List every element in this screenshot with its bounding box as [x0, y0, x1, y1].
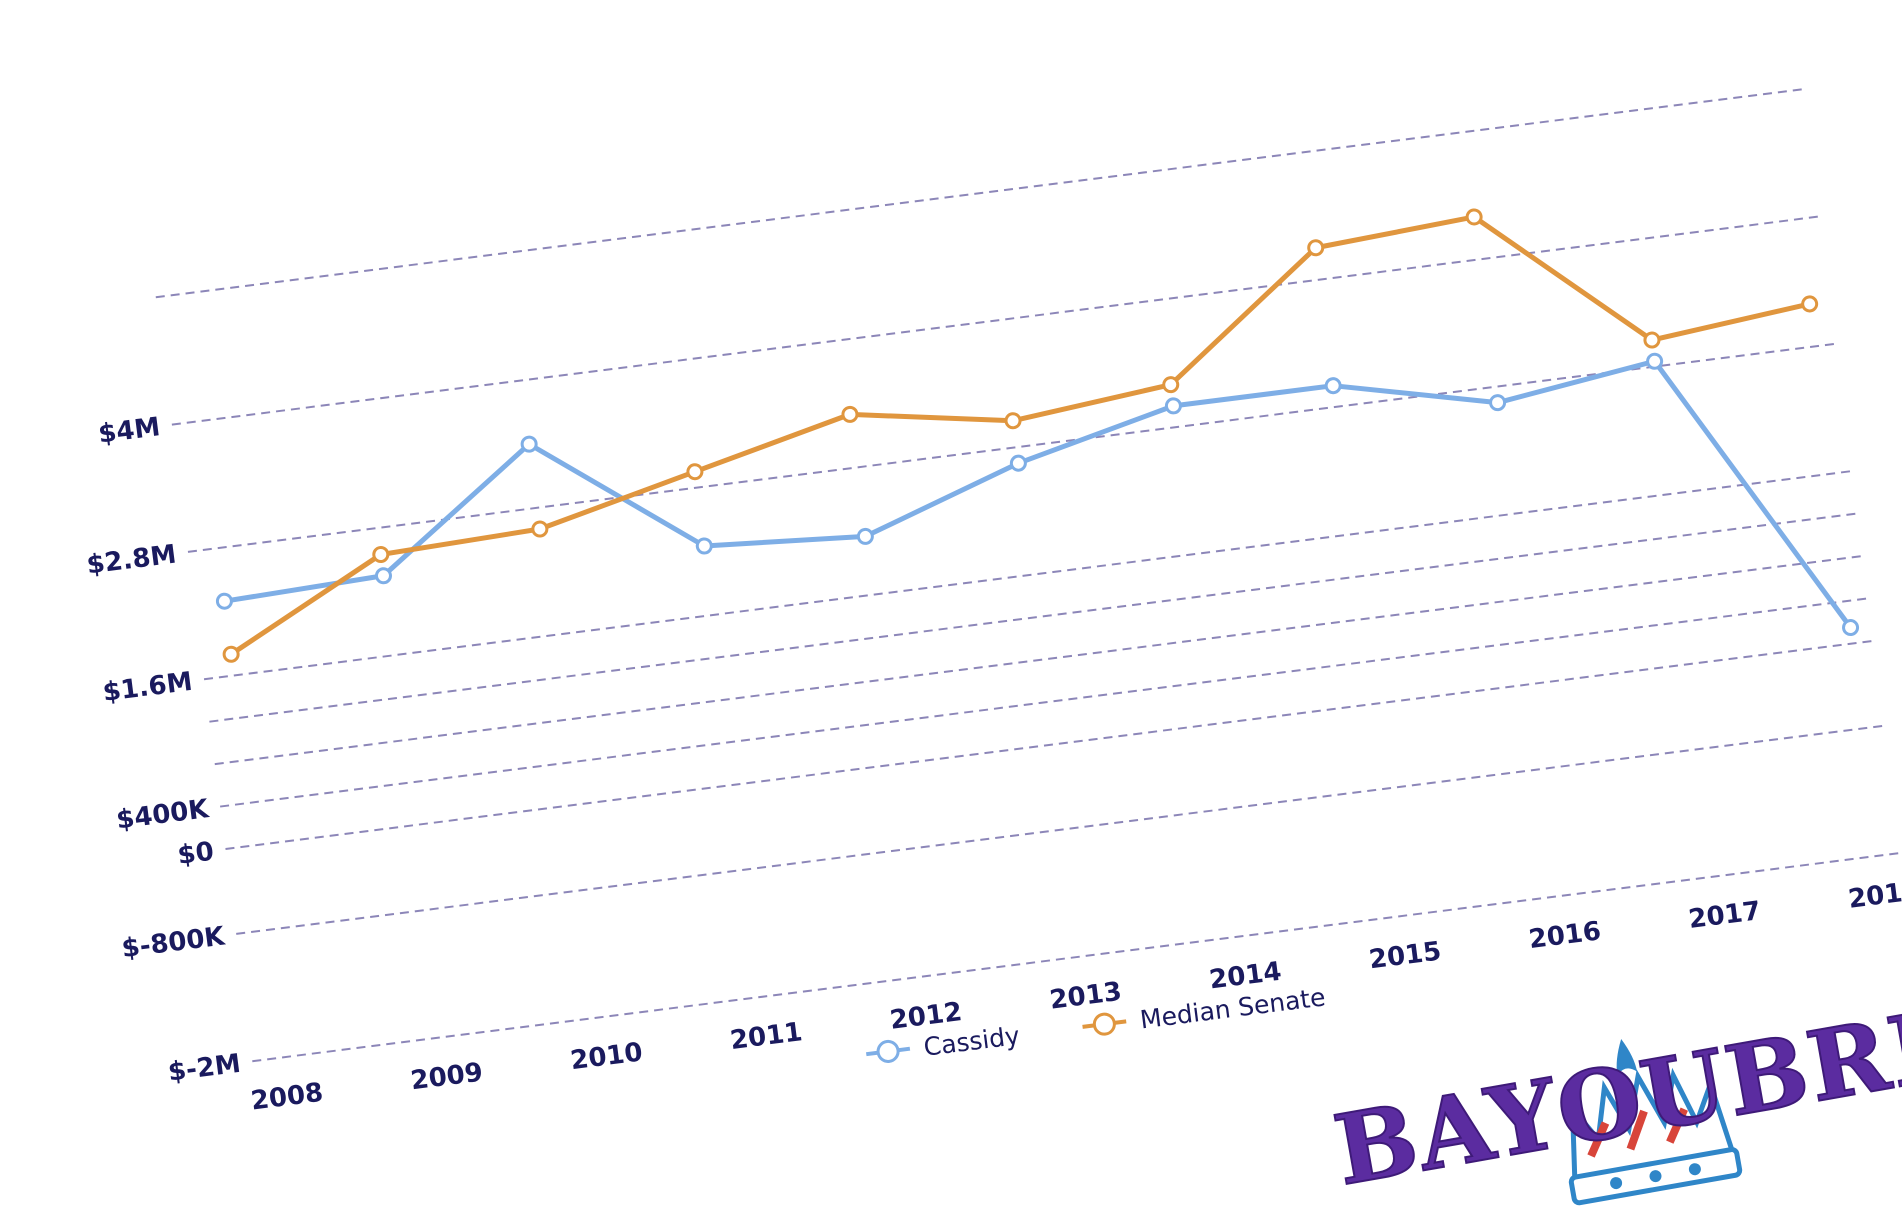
x-tick-label: 2018 — [1847, 876, 1902, 915]
data-point-median-senate[interactable] — [1465, 208, 1483, 226]
x-tick-label: 2013 — [1048, 977, 1124, 1016]
gridlines — [155, 88, 1900, 1063]
y-tick-label: $-800K — [120, 921, 227, 964]
data-point-median-senate[interactable] — [1162, 376, 1180, 394]
x-tick-label: 2010 — [569, 1037, 645, 1076]
y-tick-label: $1.6M — [101, 667, 194, 708]
data-point-cassidy[interactable] — [1164, 397, 1182, 415]
gridline — [203, 470, 1852, 681]
series-points — [215, 208, 1860, 663]
gridline — [171, 215, 1819, 426]
data-point-cassidy[interactable] — [1489, 394, 1507, 412]
data-point-median-senate[interactable] — [372, 546, 390, 564]
data-point-median-senate[interactable] — [531, 520, 549, 538]
x-axis-ticks: 2008200920102011201220132014201520162017… — [249, 876, 1902, 1117]
gridline — [252, 852, 1900, 1063]
data-point-cassidy[interactable] — [520, 435, 538, 453]
x-tick-label: 2016 — [1527, 916, 1603, 955]
x-tick-label: 2008 — [249, 1078, 325, 1117]
data-point-cassidy[interactable] — [1646, 352, 1664, 370]
data-point-median-senate[interactable] — [1004, 412, 1022, 430]
x-tick-label: 2017 — [1687, 896, 1763, 935]
x-tick-label: 2011 — [728, 1017, 804, 1056]
data-point-median-senate[interactable] — [222, 645, 240, 663]
gridline — [187, 342, 1835, 553]
data-point-median-senate[interactable] — [1643, 331, 1661, 349]
series-lines — [221, 214, 1854, 657]
crown-icon — [1568, 1039, 1743, 1206]
gridline — [214, 555, 1862, 766]
data-point-cassidy[interactable] — [856, 527, 874, 545]
gridline — [220, 597, 1868, 808]
x-tick-label: 2015 — [1367, 936, 1443, 975]
legend-marker-median-senate — [1092, 1012, 1116, 1036]
data-point-cassidy[interactable] — [215, 592, 233, 610]
gridline — [236, 724, 1884, 935]
bayou-brief-logo: BAYOUBRIEF — [1326, 964, 1902, 1208]
y-tick-label: $2.8M — [85, 540, 178, 581]
data-point-median-senate[interactable] — [1307, 239, 1325, 257]
y-tick-label: $-2M — [166, 1049, 242, 1088]
data-point-cassidy[interactable] — [1009, 454, 1027, 472]
data-point-cassidy[interactable] — [695, 537, 713, 555]
legend-marker-cassidy — [876, 1039, 900, 1063]
gridline — [155, 88, 1803, 299]
data-point-cassidy[interactable] — [1324, 377, 1342, 395]
y-tick-label: $4M — [97, 412, 162, 450]
chart-plane: $-2M $-800K $0$400K $1.6M $2.8M $4M 2008 2009 2… — [85, 88, 1902, 1117]
data-point-median-senate[interactable] — [686, 463, 704, 481]
y-axis-ticks: $-2M $-800K $0$400K $1.6M $2.8M $4M — [85, 412, 242, 1088]
data-point-cassidy[interactable] — [374, 567, 392, 585]
x-tick-label: 2009 — [409, 1058, 485, 1097]
data-point-median-senate[interactable] — [841, 405, 859, 423]
data-point-cassidy[interactable] — [1842, 619, 1860, 637]
data-point-median-senate[interactable] — [1801, 295, 1819, 313]
y-tick-label: $0 — [176, 837, 216, 871]
gridline — [225, 639, 1873, 850]
gridline — [209, 512, 1857, 723]
y-tick-label: $400K — [115, 794, 211, 835]
